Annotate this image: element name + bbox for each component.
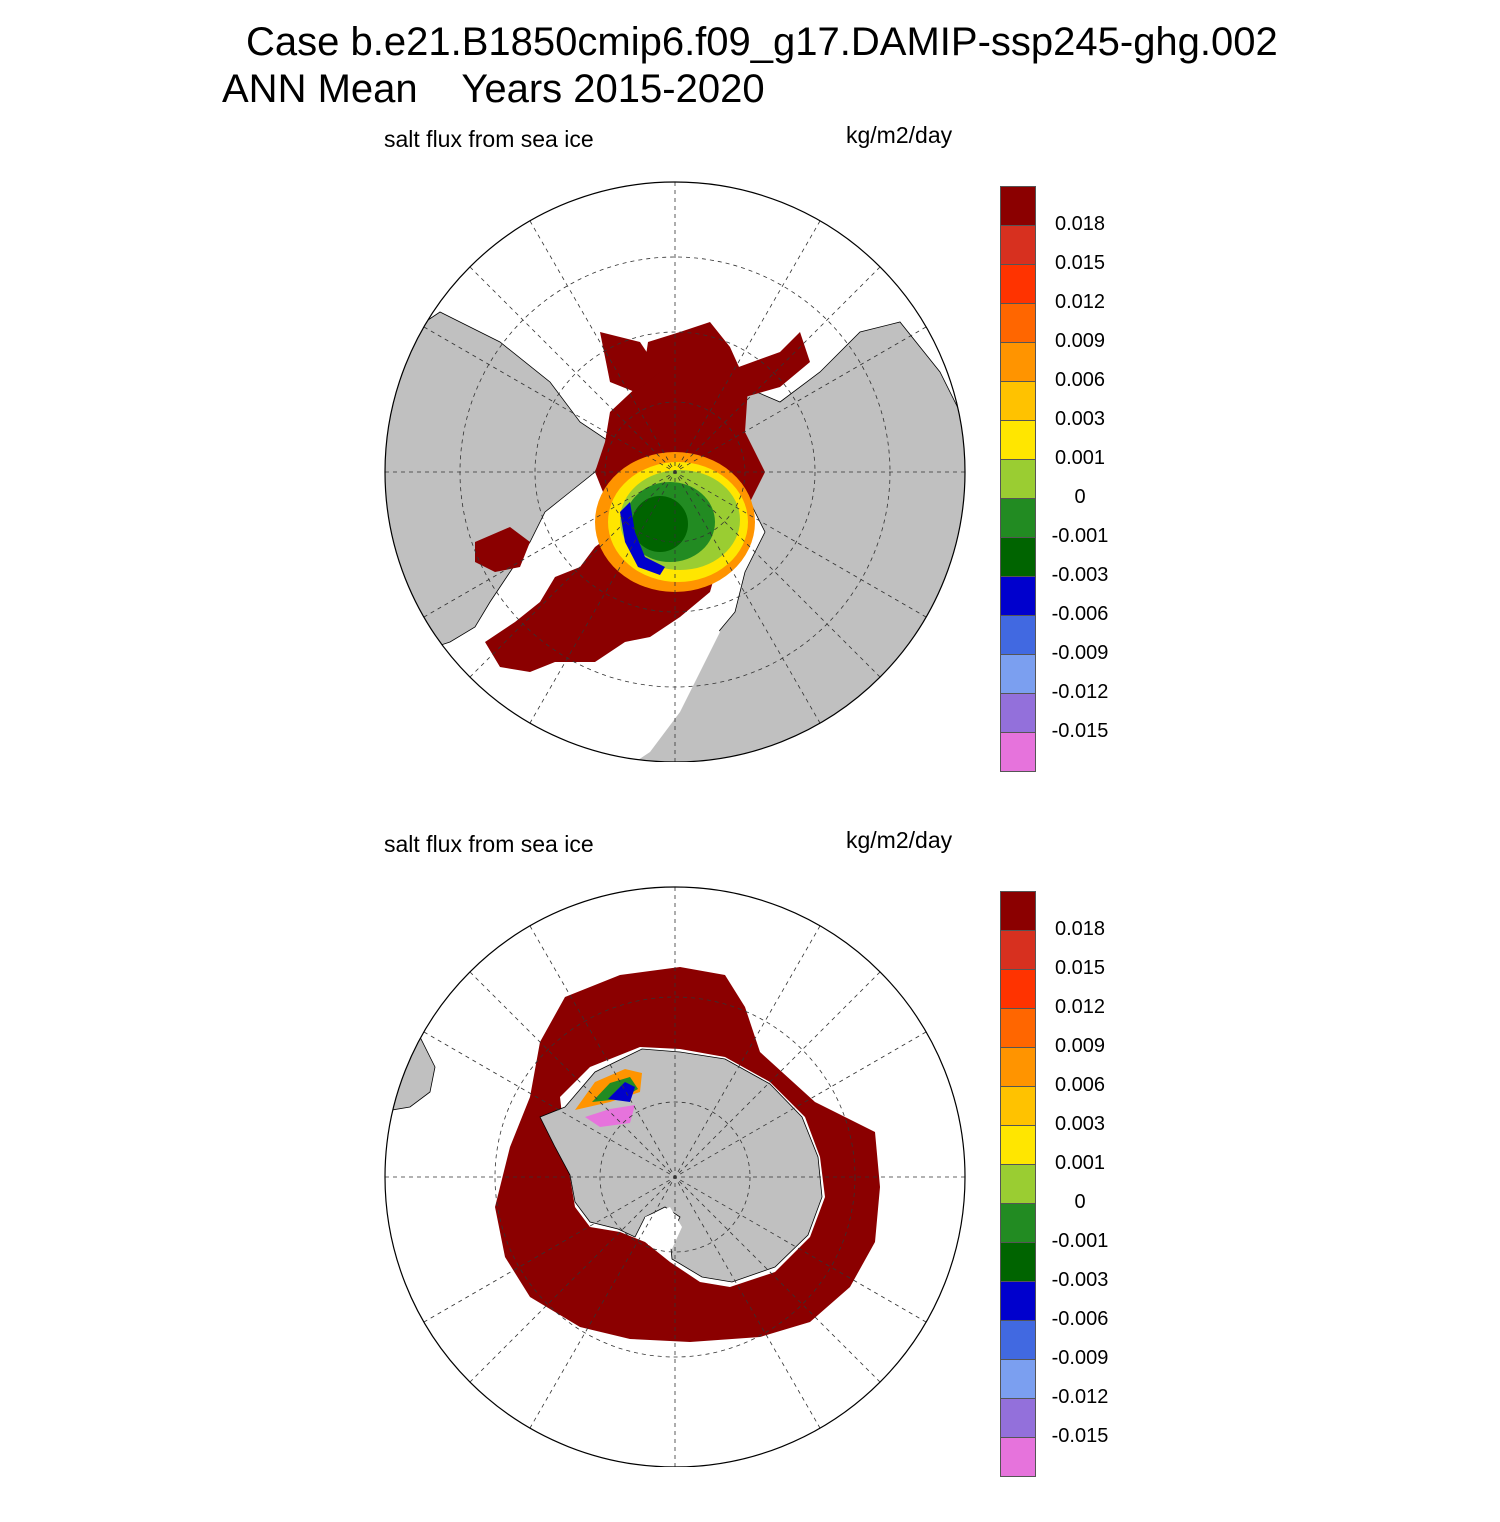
colorbar-tick-label: -0.003 [1051,1269,1109,1291]
colorbar-swatch [1000,1203,1036,1242]
figure-title-line1: Case b.e21.B1850cmip6.f09_g17.DAMIP-ssp2… [246,20,1278,64]
colorbar-swatch [1000,498,1036,537]
colorbar-tick-label: 0 [1074,1191,1086,1213]
colorbar-tick-label: 0.015 [1054,252,1106,274]
colorbar-tick-label: 0 [1074,486,1086,508]
colorbar-swatch [1000,615,1036,654]
colorbar-swatch [1000,1008,1036,1047]
colorbar [1000,186,1036,772]
bering-sea-ice [600,332,660,392]
colorbar-swatch [1000,891,1036,930]
colorbar-tick-label: 0.018 [1054,213,1106,235]
north-polar-map [384,181,966,762]
colorbar-swatch [1000,303,1036,342]
colorbar-tick-label: -0.009 [1051,642,1109,664]
colorbar-tick-label: 0.006 [1054,369,1106,391]
contour-darkgreen [632,496,688,552]
colorbar-tick-label: -0.001 [1051,1230,1109,1252]
colorbar-tick-label: 0.001 [1054,1152,1106,1174]
colorbar-swatch [1000,732,1036,772]
antarctic-sea-ice-ring [495,967,880,1342]
colorbar-swatch [1000,1398,1036,1437]
colorbar-tick-label: 0.001 [1054,447,1106,469]
colorbar-tick-label: -0.003 [1051,564,1109,586]
graticule [385,887,965,1467]
colorbar-tick-label: 0.003 [1054,1113,1106,1135]
colorbar-swatch [1000,1125,1036,1164]
colorbar-swatch [1000,1281,1036,1320]
variable-label: salt flux from sea ice [384,831,594,857]
colorbar-tick-label: -0.009 [1051,1347,1109,1369]
colorbar-swatch [1000,1359,1036,1398]
colorbar-tick-label: -0.006 [1051,603,1109,625]
colorbar-swatch [1000,654,1036,693]
colorbar-swatch [1000,969,1036,1008]
colorbar-tick-label: 0.015 [1054,957,1106,979]
unit-label: kg/m2/day [846,827,953,853]
ross-ice-shelf [645,1207,682,1249]
colorbar-tick-label: 0.009 [1054,1035,1106,1057]
weddell-contour-violet [585,1105,635,1127]
colorbar-swatch [1000,1320,1036,1359]
colorbar-swatch [1000,342,1036,381]
colorbar-swatch [1000,459,1036,498]
colorbar-swatch [1000,1242,1036,1281]
colorbar-tick-label: 0.012 [1054,996,1106,1018]
map-border [384,181,966,762]
colorbar-tick-label: -0.015 [1051,1425,1109,1447]
variable-label: salt flux from sea ice [384,126,594,152]
weddell-contour-blue [608,1082,635,1102]
colorbar-swatch [1000,1437,1036,1477]
south-polar-map [384,886,966,1467]
colorbar-swatch [1000,264,1036,303]
colorbar-swatch [1000,693,1036,732]
north-atlantic-ocean [580,602,720,762]
graticule [385,182,965,762]
colorbar-swatch [1000,576,1036,615]
colorbar-swatch [1000,381,1036,420]
colorbar-swatch [1000,1047,1036,1086]
colorbar-tick-label: 0.009 [1054,330,1106,352]
map-border [384,886,966,1467]
colorbar-swatch [1000,225,1036,264]
colorbar-swatch [1000,186,1036,225]
colorbar-tick-label: 0.012 [1054,291,1106,313]
north-hemisphere-panel: salt flux from sea ice kg/m2/day [0,112,1500,817]
colorbar-tick-label: -0.001 [1051,525,1109,547]
colorbar-swatch [1000,930,1036,969]
colorbar-tick-label: -0.015 [1051,720,1109,742]
colorbar-swatch [1000,420,1036,459]
colorbar-tick-label: -0.006 [1051,1308,1109,1330]
colorbar [1000,891,1036,1477]
contour-blue [620,502,665,575]
figure-title-line2: ANN Mean Years 2015-2020 [222,67,765,111]
colorbar-tick-label: 0.003 [1054,408,1106,430]
okhotsk-sea-ice [725,332,810,397]
hudson-bay-ice [475,527,530,572]
colorbar-tick-label: -0.012 [1051,681,1109,703]
colorbar-swatch [1000,1086,1036,1125]
colorbar-swatch [1000,537,1036,576]
colorbar-swatch [1000,1164,1036,1203]
colorbar-tick-label: -0.012 [1051,1386,1109,1408]
south-hemisphere-panel: salt flux from sea ice kg/m2/day [0,817,1500,1522]
antarctica-land [539,1048,823,1283]
unit-label: kg/m2/day [846,122,953,148]
colorbar-tick-label: 0.006 [1054,1074,1106,1096]
colorbar-tick-label: 0.018 [1054,918,1106,940]
